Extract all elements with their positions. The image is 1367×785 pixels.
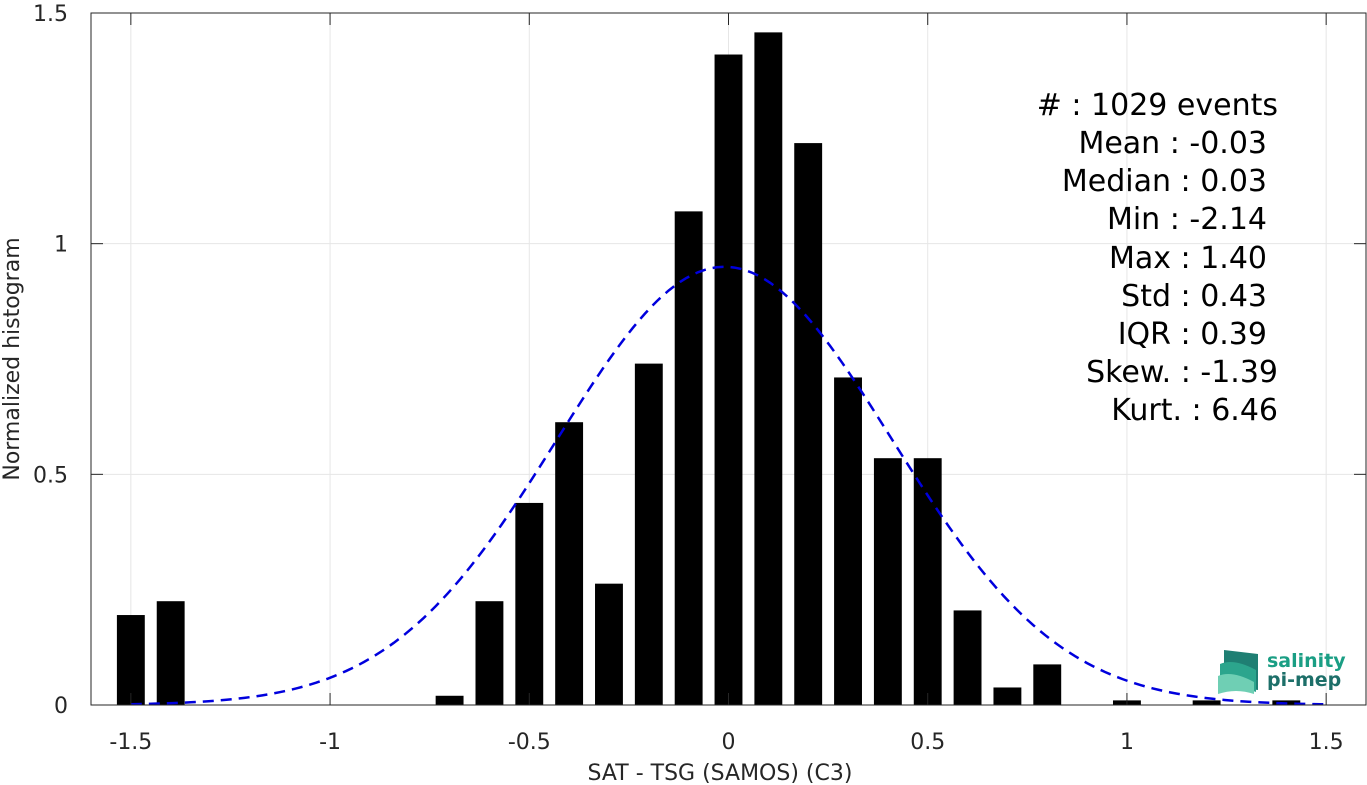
histogram-bar	[953, 610, 982, 705]
y-tick-labels: 0 0.5 1 1.5	[33, 2, 68, 719]
normal-fit-curve	[130, 265, 1327, 706]
stat-max: Max : 1.40	[1109, 241, 1267, 276]
axis-ticks	[91, 12, 1366, 706]
y-tick-label: 0.5	[33, 463, 68, 488]
x-axis-label: SAT - TSG (SAMOS) (C3)	[588, 761, 853, 785]
histogram-bar	[714, 54, 743, 705]
stat-iqr: IQR : 0.39	[1118, 317, 1267, 352]
x-tick-label: 1	[1120, 730, 1134, 755]
histogram-bar	[913, 458, 942, 705]
x-tick-label: -1	[319, 730, 341, 755]
stat-skew: Skew. : -1.39	[1086, 355, 1278, 390]
histogram-bar	[834, 377, 862, 705]
x-tick-label: -0.5	[508, 730, 551, 755]
x-tick-label: 0.5	[910, 730, 945, 755]
histogram-bar	[1033, 664, 1062, 705]
histogram-bars	[116, 32, 1301, 706]
y-axis-label: Normalized histogram	[0, 237, 25, 480]
histogram-bar	[156, 601, 185, 705]
stat-min: Min : -2.14	[1107, 202, 1267, 237]
y-tick-label: 1	[54, 233, 68, 258]
stat-mean: Mean : -0.03	[1078, 126, 1267, 161]
stat-count: # : 1029 events	[1037, 88, 1278, 123]
histogram-bar	[595, 583, 623, 705]
histogram-bar	[794, 143, 823, 705]
histogram-bar	[634, 363, 663, 705]
logo-line2: pi-mep	[1267, 669, 1341, 691]
histogram-bar	[475, 601, 504, 705]
stat-kurt: Kurt. : 6.46	[1111, 393, 1278, 428]
stat-std: Std : 0.43	[1121, 279, 1267, 314]
histogram-bar	[116, 615, 145, 705]
salinity-pi-mep-logo: salinity pi-mep	[1218, 650, 1346, 694]
stats-box: # : 1029 events Mean : -0.03 Median : 0.…	[1037, 88, 1278, 428]
histogram-bar	[754, 32, 783, 706]
x-tick-label: -1.5	[109, 730, 152, 755]
logo-wave-icon	[1218, 650, 1258, 694]
histogram-bar	[873, 458, 902, 705]
histogram-bar	[515, 502, 544, 705]
histogram-bar	[993, 687, 1022, 705]
x-tick-label: 0	[722, 730, 736, 755]
histogram-bar	[555, 422, 584, 705]
stat-median: Median : 0.03	[1062, 164, 1267, 199]
y-tick-label: 0	[54, 694, 68, 719]
y-tick-label: 1.5	[33, 2, 68, 27]
histogram-bar	[1192, 700, 1221, 705]
histogram-bar	[435, 695, 464, 705]
x-tick-label: 1.5	[1309, 730, 1344, 755]
histogram-bar	[674, 211, 703, 705]
x-tick-labels: -1.5 -1 -0.5 0 0.5 1 1.5	[109, 730, 1343, 755]
logo-line1: salinity	[1267, 650, 1346, 672]
